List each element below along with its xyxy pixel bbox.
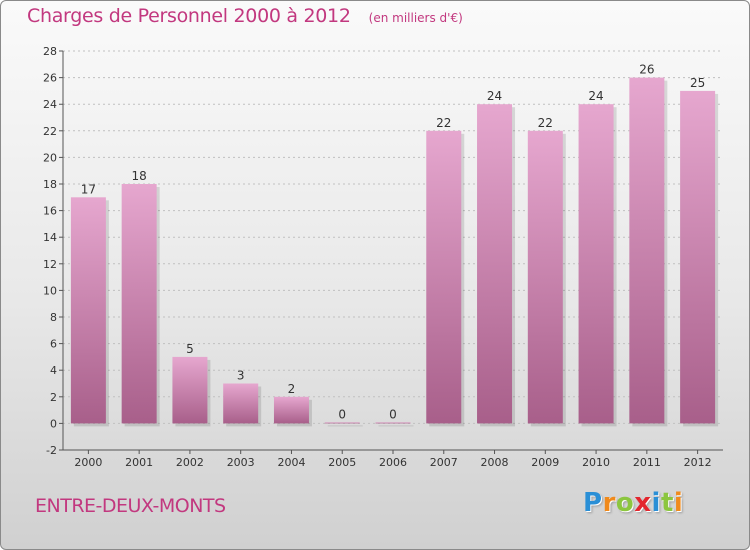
y-tick-label: 8 bbox=[50, 311, 57, 324]
value-label: 0 bbox=[338, 407, 346, 421]
y-tick-label: 12 bbox=[43, 258, 57, 271]
bar bbox=[223, 383, 259, 424]
value-label: 24 bbox=[487, 89, 502, 103]
bar bbox=[477, 104, 513, 424]
bar bbox=[680, 90, 716, 424]
logo-letter: P bbox=[583, 488, 603, 518]
value-label: 3 bbox=[237, 369, 245, 383]
logo-letter: x bbox=[634, 488, 652, 518]
title-row: Charges de Personnel 2000 à 2012 (en mill… bbox=[27, 5, 463, 35]
x-tick-label: 2008 bbox=[481, 456, 509, 469]
value-label: 2 bbox=[288, 382, 296, 396]
chart-title: Charges de Personnel 2000 à 2012 bbox=[27, 5, 351, 27]
logo-letter: t bbox=[660, 488, 674, 518]
logo-letter: i bbox=[673, 488, 684, 518]
y-tick-label: 26 bbox=[43, 72, 57, 85]
value-label: 18 bbox=[132, 169, 147, 183]
bar bbox=[527, 130, 563, 424]
bar-shadow bbox=[378, 425, 414, 427]
x-tick-label: 2006 bbox=[379, 456, 407, 469]
grid-layer bbox=[63, 50, 723, 451]
y-tick-label: 6 bbox=[50, 338, 57, 351]
y-tick-label: -2 bbox=[46, 444, 57, 457]
y-tick-label: 22 bbox=[43, 125, 57, 138]
y-tick-label: 0 bbox=[50, 417, 57, 430]
x-tick-label: 2003 bbox=[227, 456, 255, 469]
bar-layer bbox=[70, 77, 719, 427]
value-label: 24 bbox=[588, 89, 603, 103]
x-tick-label: 2001 bbox=[125, 456, 153, 469]
x-tick-label: 2004 bbox=[277, 456, 305, 469]
value-label: 26 bbox=[639, 63, 654, 77]
x-tick-label: 2010 bbox=[582, 456, 610, 469]
x-tick-label: 2005 bbox=[328, 456, 356, 469]
bar bbox=[70, 197, 106, 424]
x-tick-label: 2009 bbox=[531, 456, 559, 469]
x-tick-label: 2012 bbox=[684, 456, 712, 469]
value-label: 17 bbox=[81, 182, 96, 196]
value-label: 0 bbox=[389, 407, 397, 421]
proxiti-logo: Proxiti bbox=[583, 488, 683, 518]
label-layer: 17 18 5 3 2 0 0 22 24 22 24 26 25 bbox=[81, 63, 706, 422]
value-label: 25 bbox=[690, 76, 705, 90]
bar bbox=[172, 356, 208, 424]
y-tick-label: 18 bbox=[43, 178, 57, 191]
bar bbox=[121, 184, 157, 424]
chart-subtitle: (en milliers d'€) bbox=[368, 11, 463, 25]
y-tick-label: 14 bbox=[43, 231, 57, 244]
logo-letter: r bbox=[602, 488, 616, 518]
logo-letter: o bbox=[615, 488, 635, 518]
bar bbox=[426, 130, 462, 424]
logo-letter: i bbox=[651, 488, 661, 518]
value-label: 22 bbox=[538, 116, 553, 130]
y-tick-label: 2 bbox=[50, 391, 57, 404]
bar bbox=[273, 396, 309, 424]
value-label: 5 bbox=[186, 342, 194, 356]
y-tick-label: 4 bbox=[50, 364, 57, 377]
x-tick-label: 2000 bbox=[74, 456, 102, 469]
bar bbox=[578, 104, 614, 424]
y-tick-label: 28 bbox=[43, 45, 57, 58]
x-tick-label: 2007 bbox=[430, 456, 458, 469]
bar-shadow bbox=[327, 425, 363, 427]
bar bbox=[324, 422, 360, 424]
y-tick-label: 16 bbox=[43, 205, 57, 218]
commune-name: ENTRE-DEUX-MONTS bbox=[35, 495, 226, 517]
bar bbox=[375, 422, 411, 424]
bar bbox=[629, 77, 665, 424]
x-tick-label: 2002 bbox=[176, 456, 204, 469]
y-tick-label: 20 bbox=[43, 151, 57, 164]
y-tick-label: 10 bbox=[43, 284, 57, 297]
y-tick-label: 24 bbox=[43, 98, 57, 111]
value-label: 22 bbox=[436, 116, 451, 130]
x-tick-label: 2011 bbox=[633, 456, 661, 469]
